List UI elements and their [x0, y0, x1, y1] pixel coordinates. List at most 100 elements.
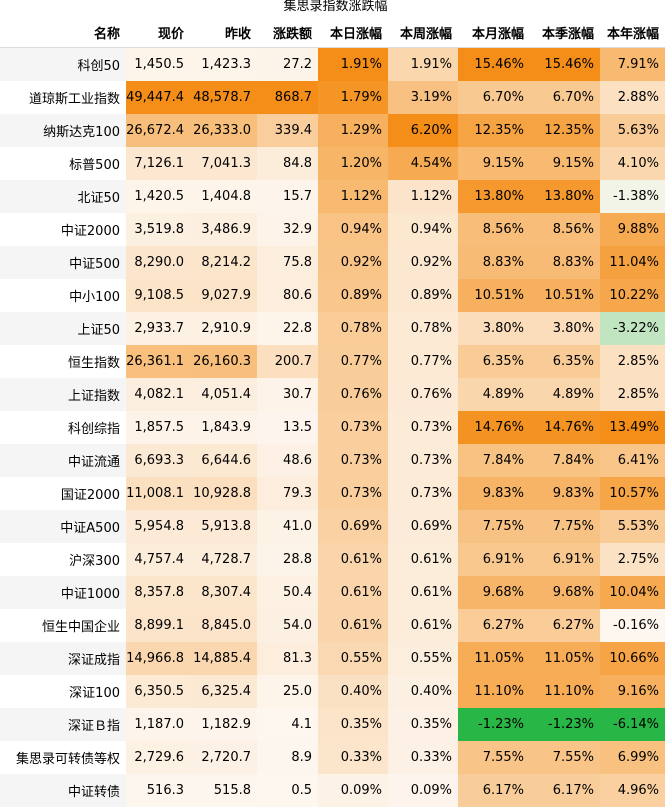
value-cell: 6.91%	[530, 543, 600, 576]
value-cell: -0.16%	[600, 609, 665, 642]
value-cell: 15.7	[257, 180, 318, 213]
value-cell: 2,910.9	[190, 312, 257, 345]
index-name: 国证2000	[0, 477, 126, 510]
value-cell: 7.84%	[530, 444, 600, 477]
column-header: 本日涨幅	[318, 17, 388, 48]
value-cell: 10.51%	[530, 279, 600, 312]
value-cell: 4.96%	[600, 774, 665, 807]
value-cell: 1,404.8	[190, 180, 257, 213]
value-cell: 0.73%	[388, 411, 458, 444]
value-cell: 2.75%	[600, 543, 665, 576]
index-name: 纳斯达克100	[0, 114, 126, 147]
value-cell: 4.54%	[388, 147, 458, 180]
index-name: 科创综指	[0, 411, 126, 444]
value-cell: 4,082.1	[126, 378, 190, 411]
value-cell: 80.6	[257, 279, 318, 312]
value-cell: 1.20%	[318, 147, 388, 180]
value-cell: 0.61%	[318, 576, 388, 609]
value-cell: 0.92%	[388, 246, 458, 279]
value-cell: 9,108.5	[126, 279, 190, 312]
table-header: 名称现价昨收涨跌额本日涨幅本周涨幅本月涨幅本季涨幅本年涨幅	[0, 17, 665, 48]
value-cell: 8,357.8	[126, 576, 190, 609]
value-cell: 11.04%	[600, 246, 665, 279]
value-cell: 2.85%	[600, 378, 665, 411]
value-cell: 4,051.4	[190, 378, 257, 411]
value-cell: 11.10%	[458, 675, 530, 708]
column-header: 本季涨幅	[530, 17, 600, 48]
index-name: 科创50	[0, 48, 126, 82]
value-cell: 0.61%	[388, 543, 458, 576]
value-cell: 0.73%	[388, 477, 458, 510]
index-name: 深证Ｂ指	[0, 708, 126, 741]
column-header: 涨跌额	[257, 17, 318, 48]
value-cell: 7,041.3	[190, 147, 257, 180]
value-cell: 9.88%	[600, 213, 665, 246]
value-cell: 11,008.1	[126, 477, 190, 510]
value-cell: 0.89%	[388, 279, 458, 312]
value-cell: -1.23%	[458, 708, 530, 741]
value-cell: 8.56%	[530, 213, 600, 246]
value-cell: 0.40%	[388, 675, 458, 708]
value-cell: 6.99%	[600, 741, 665, 774]
value-cell: 0.73%	[318, 411, 388, 444]
value-cell: 0.78%	[388, 312, 458, 345]
value-cell: 5.63%	[600, 114, 665, 147]
value-cell: 0.33%	[388, 741, 458, 774]
value-cell: 1,857.5	[126, 411, 190, 444]
value-cell: 84.8	[257, 147, 318, 180]
value-cell: 41.0	[257, 510, 318, 543]
value-cell: 13.49%	[600, 411, 665, 444]
value-cell: 7.55%	[458, 741, 530, 774]
value-cell: 10.57%	[600, 477, 665, 510]
value-cell: 9.68%	[530, 576, 600, 609]
value-cell: 26,361.1	[126, 345, 190, 378]
value-cell: 10.04%	[600, 576, 665, 609]
value-cell: 0.55%	[388, 642, 458, 675]
value-cell: 9.68%	[458, 576, 530, 609]
value-cell: 1,187.0	[126, 708, 190, 741]
index-name: 中证A500	[0, 510, 126, 543]
index-name: 中小100	[0, 279, 126, 312]
value-cell: 10,928.8	[190, 477, 257, 510]
value-cell: 8.83%	[458, 246, 530, 279]
column-header: 昨收	[190, 17, 257, 48]
value-cell: 5.53%	[600, 510, 665, 543]
value-cell: 10.51%	[458, 279, 530, 312]
value-cell: 11.05%	[458, 642, 530, 675]
column-header: 现价	[126, 17, 190, 48]
value-cell: 9,027.9	[190, 279, 257, 312]
value-cell: 1,420.5	[126, 180, 190, 213]
value-cell: 200.7	[257, 345, 318, 378]
value-cell: 7.84%	[458, 444, 530, 477]
value-cell: 10.66%	[600, 642, 665, 675]
value-cell: 3,486.9	[190, 213, 257, 246]
value-cell: 6.70%	[458, 81, 530, 114]
value-cell: 6.35%	[458, 345, 530, 378]
value-cell: 0.73%	[388, 444, 458, 477]
value-cell: 6.91%	[458, 543, 530, 576]
value-cell: 0.55%	[318, 642, 388, 675]
value-cell: 0.69%	[318, 510, 388, 543]
value-cell: 0.73%	[318, 477, 388, 510]
value-cell: 0.77%	[318, 345, 388, 378]
value-cell: 2.88%	[600, 81, 665, 114]
value-cell: 516.3	[126, 774, 190, 807]
value-cell: 30.7	[257, 378, 318, 411]
value-cell: 3.19%	[388, 81, 458, 114]
value-cell: 0.94%	[318, 213, 388, 246]
index-name: 中证1000	[0, 576, 126, 609]
value-cell: 0.73%	[318, 444, 388, 477]
